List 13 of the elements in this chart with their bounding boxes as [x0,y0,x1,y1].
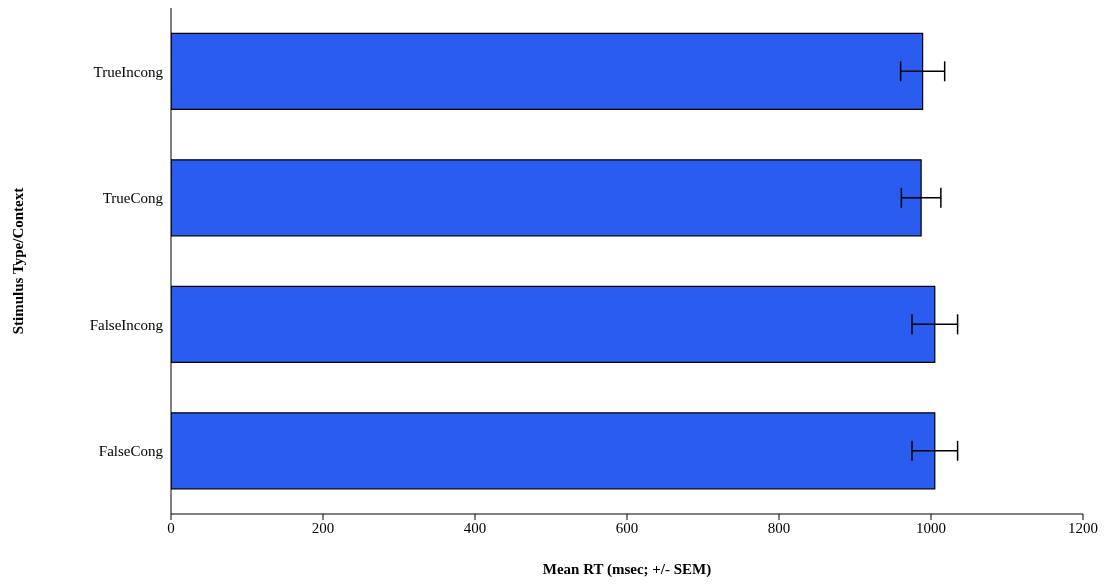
x-axis-title: Mean RT (msec; +/- SEM) [542,561,712,578]
y-tick-label: FalseIncong [89,316,164,333]
x-tick-label: 1200 [1068,519,1098,536]
x-tick-label: 0 [167,519,175,536]
x-tick-label: 200 [311,519,335,536]
y-tick-label: TrueCong [102,190,164,207]
x-tick-label: 800 [767,519,791,536]
y-tick-label: TrueIncong [93,63,164,80]
x-tick-label: 600 [615,519,639,536]
x-tick-label: 1000 [916,519,946,536]
y-tick-label: FalseCong [98,443,164,460]
x-tick-label: 400 [463,519,487,536]
y-axis-title: Stimulus Type/Context [10,187,27,335]
